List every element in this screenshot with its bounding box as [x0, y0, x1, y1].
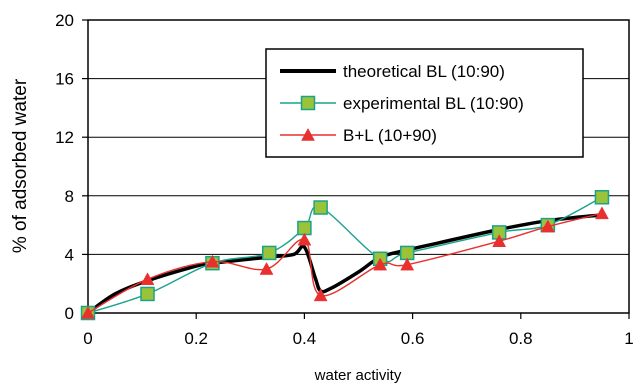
data-point-square	[140, 286, 155, 302]
x-tick-label: 0	[83, 329, 92, 348]
data-point-triangle	[140, 272, 155, 286]
ticks: 0 0.2 0.4 0.6 0.8 1 0 4 8 12 16 20	[55, 11, 634, 348]
legend-item: theoretical BL (10:90)	[280, 62, 505, 81]
y-tick-label: 8	[65, 187, 74, 206]
data-point-triangle	[81, 305, 95, 319]
data-point-triangle	[313, 288, 328, 302]
axes	[87, 19, 630, 314]
legend-label: B+L (10+90)	[343, 126, 437, 145]
x-axis-title: water activity	[314, 367, 402, 383]
legend-label: theoretical BL (10:90)	[343, 62, 505, 81]
series-2	[81, 206, 609, 319]
x-tick-label: 0.6	[401, 329, 425, 348]
legend-item: experimental BL (10:90)	[280, 94, 524, 113]
legend: theoretical BL (10:90) experimental BL (1…	[265, 48, 584, 158]
data-point-triangle	[205, 254, 220, 268]
data-point-square	[594, 190, 610, 205]
y-axis-title: % of adsorbed water	[10, 78, 31, 253]
legend-item: B+L (10+90)	[280, 126, 437, 145]
x-tick-label: 0.2	[184, 329, 208, 348]
x-tick-label: 1	[624, 329, 633, 348]
data-point-square	[297, 220, 312, 236]
data-point-triangle	[595, 206, 609, 220]
data-point-square	[261, 245, 277, 261]
series-0	[86, 213, 604, 315]
series-1	[80, 190, 610, 321]
data-point-triangle	[259, 262, 274, 275]
y-tick-label: 16	[55, 70, 74, 89]
series-layer	[80, 190, 610, 321]
data-point-triangle	[373, 257, 388, 271]
legend-label: experimental BL (10:90)	[343, 94, 524, 113]
y-tick-label: 0	[65, 304, 74, 323]
data-point-triangle	[492, 234, 507, 247]
series-line	[86, 213, 604, 315]
data-point-square	[313, 200, 328, 215]
plot-frame	[87, 19, 630, 314]
y-tick-label: 12	[55, 128, 74, 147]
data-point-triangle	[540, 219, 555, 233]
legend-marker	[300, 95, 316, 111]
x-tick-label: 0.8	[509, 329, 533, 348]
legend-marker	[301, 127, 315, 141]
data-point-triangle	[400, 257, 415, 271]
x-tick-label: 0.4	[293, 329, 317, 348]
data-point-square	[399, 245, 415, 261]
y-tick-label: 4	[65, 245, 74, 264]
y-tick-label: 20	[55, 11, 74, 30]
data-point-triangle	[297, 232, 312, 246]
series-line	[87, 196, 603, 314]
